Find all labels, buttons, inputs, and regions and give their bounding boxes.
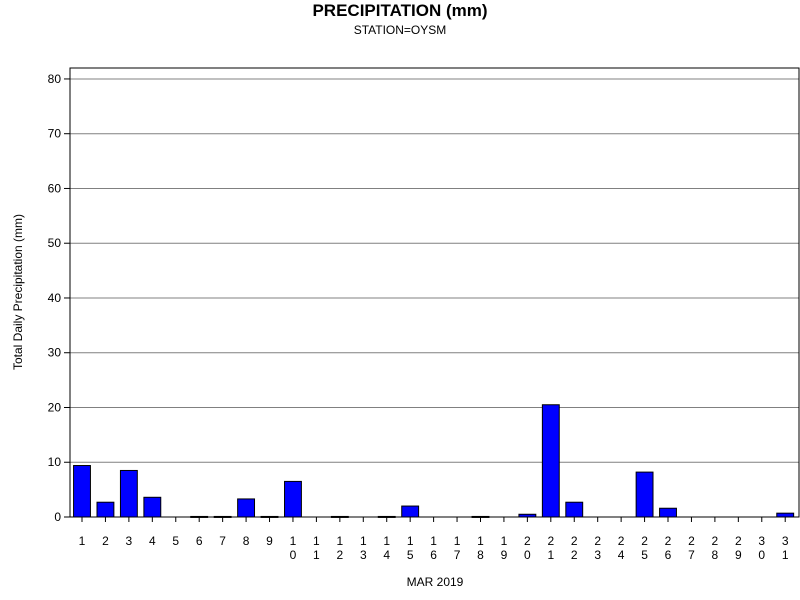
bar <box>565 501 584 518</box>
y-tick-label: 10 <box>48 455 62 469</box>
x-axis-label: MAR 2019 <box>406 575 464 589</box>
y-tick-label: 70 <box>48 127 62 141</box>
bar <box>96 501 115 518</box>
bar <box>776 512 795 518</box>
x-tick-label: 5 <box>172 534 179 548</box>
bar <box>401 505 420 518</box>
x-tick-label: 6 <box>196 534 203 548</box>
bar-series <box>73 404 795 518</box>
plot-area <box>69 67 800 518</box>
x-tick-label: 4 <box>149 534 156 548</box>
y-tick-label: 40 <box>48 291 62 305</box>
bar <box>143 496 162 518</box>
bar <box>635 471 654 518</box>
bar <box>73 465 91 518</box>
chart-subtitle: STATION=OYSM <box>353 23 447 37</box>
x-tick-label: 1 <box>79 534 86 548</box>
y-tick-label: 0 <box>54 510 61 524</box>
y-tick-label: 80 <box>48 72 62 86</box>
y-axis: 0 10 20 30 40 50 60 70 80 <box>48 72 70 524</box>
y-tick-label: 60 <box>48 181 62 195</box>
x-tick-label: 9 <box>266 534 273 548</box>
bar <box>237 498 256 518</box>
y-tick-label: 50 <box>48 236 62 250</box>
x-tick-label: 2 <box>102 534 109 548</box>
y-tick-label: 30 <box>48 346 62 360</box>
y-tick-label: 20 <box>48 400 62 414</box>
x-tick-label: 8 <box>243 534 250 548</box>
chart-title: PRECIPITATION (mm) <box>312 1 488 20</box>
bar <box>119 469 138 518</box>
x-tick-label: 7 <box>219 534 226 548</box>
bar <box>541 404 560 518</box>
bar <box>284 480 302 518</box>
bar <box>659 507 677 518</box>
x-tick-label: 3 <box>126 534 133 548</box>
gridlines <box>70 78 799 463</box>
x-axis: 1 2 3 4 5 6 7 8 9 1 01 11 21 31 41 51 61 71 81 92 02 12 22 32 42… <box>79 517 789 562</box>
